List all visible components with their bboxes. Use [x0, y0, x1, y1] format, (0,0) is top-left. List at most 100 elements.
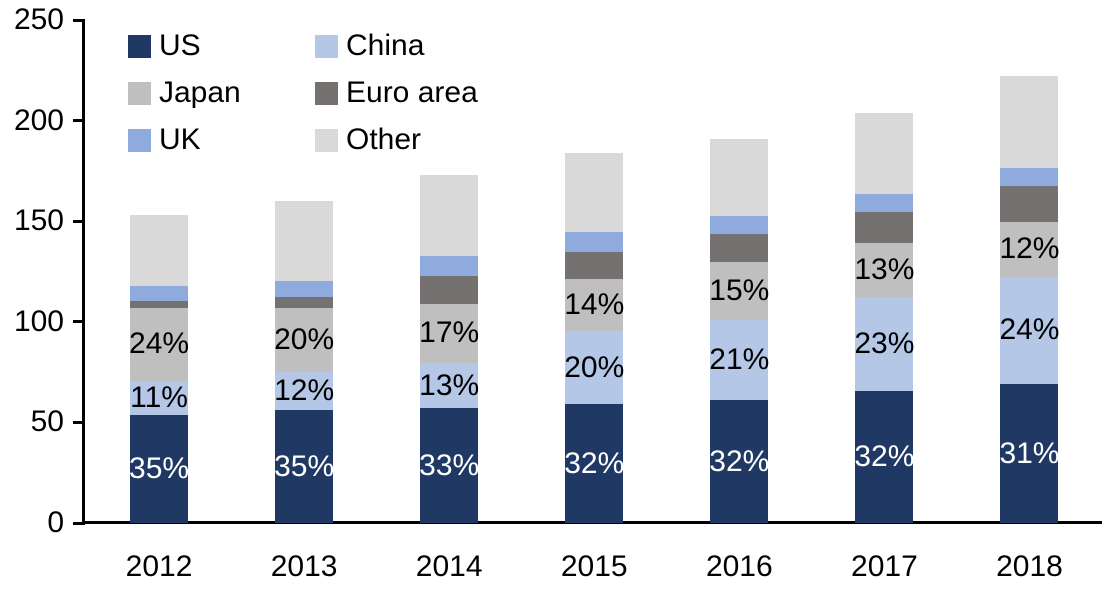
bar-segment-2013-us: 35%: [274, 410, 335, 523]
bar-segment-label: 32%: [564, 446, 625, 480]
legend-label: US: [159, 29, 201, 62]
bar-segment-2017-euro-area: [855, 212, 914, 244]
bar-segment-label: 32%: [709, 444, 770, 478]
x-axis-label-2017: 2017: [851, 550, 918, 583]
bar-segment-label: 13%: [854, 252, 915, 286]
y-tick-mark: [73, 320, 85, 324]
bar-segment-2014-us: 33%: [419, 408, 480, 523]
bar-segment-2014-japan: 17%: [419, 303, 480, 364]
y-tick-label: 0: [47, 506, 64, 539]
bar-segment-label: 21%: [709, 343, 770, 377]
bar-segment-label: 20%: [274, 322, 335, 356]
bar-segment-label: 13%: [419, 368, 480, 402]
bar-segment-2014-china: 13%: [419, 363, 480, 409]
bar-segment-2017-china: 23%: [854, 296, 915, 392]
y-tick-mark: [73, 521, 85, 525]
bar-segment-2015-other: [565, 152, 624, 233]
legend-label: Japan: [159, 76, 241, 109]
bar-segment-2015-china: 20%: [564, 330, 625, 405]
legend-swatch-icon: [315, 128, 338, 152]
y-tick-mark: [73, 219, 85, 223]
bar-segment-2013-china: 12%: [274, 372, 335, 411]
legend-item-uk: UK: [128, 125, 201, 155]
bar-segment-2016-other: [710, 138, 769, 217]
bar-segment-2015-us: 32%: [564, 404, 625, 523]
bar-segment-2013-uk: [275, 280, 334, 297]
bar-segment-2017-other: [855, 112, 914, 195]
legend-swatch-icon: [315, 34, 338, 58]
y-tick-mark: [73, 119, 85, 123]
bar-segment-2012-other: [130, 215, 189, 286]
legend-label: Other: [346, 123, 422, 156]
bar-segment-2012-euro-area: [130, 300, 189, 308]
bar-segment-2018-china: 24%: [999, 276, 1060, 385]
bar-segment-label: 32%: [854, 440, 915, 474]
x-axis-label-2018: 2018: [996, 550, 1063, 583]
bar-segment-label: 15%: [709, 274, 770, 308]
bar-segment-label: 31%: [999, 436, 1060, 470]
y-tick-mark: [73, 420, 85, 424]
legend-label: China: [346, 29, 425, 62]
legend-swatch-icon: [128, 34, 151, 58]
legend-label: UK: [159, 123, 201, 156]
legend-item-japan: Japan: [128, 78, 241, 108]
bar-segment-label: 11%: [130, 381, 188, 415]
bar-segment-label: 24%: [999, 313, 1060, 347]
legend-swatch-icon: [128, 81, 151, 105]
bar-segment-label: 12%: [274, 374, 335, 408]
y-tick-mark: [73, 18, 85, 22]
bar-segment-label: 24%: [129, 327, 190, 361]
bar-segment-2017-us: 32%: [854, 391, 915, 523]
bar-segment-label: 35%: [129, 452, 190, 486]
bar-segment-label: 35%: [274, 449, 335, 483]
y-tick-label: 50: [30, 405, 64, 439]
bar-segment-2014-uk: [420, 256, 479, 276]
bar-segment-2013-japan: 20%: [274, 307, 335, 373]
bar-segment-label: 33%: [419, 448, 480, 482]
bar-segment-2017-uk: [855, 194, 914, 213]
bar-segment-2016-euro-area: [710, 234, 769, 263]
bar-segment-label: 12%: [999, 232, 1060, 266]
bar-segment-2016-uk: [710, 216, 769, 235]
bar-segment-2018-uk: [1000, 167, 1059, 186]
x-axis-label-2016: 2016: [705, 550, 773, 583]
bar-segment-label: 23%: [854, 326, 915, 360]
x-axis-label-2015: 2015: [560, 550, 628, 583]
y-tick-label: 150: [13, 204, 64, 238]
legend-item-china: China: [315, 31, 424, 61]
legend-item-euro-area: Euro area: [315, 78, 478, 108]
legend-item-other: Other: [315, 125, 421, 155]
bar-segment-2015-euro-area: [565, 252, 624, 279]
bar-segment-2012-japan: 24%: [129, 307, 190, 382]
y-tick-label: 250: [13, 3, 64, 36]
bar-segment-2014-other: [420, 174, 479, 257]
y-tick-label: 100: [13, 304, 64, 338]
bar-segment-2016-us: 32%: [709, 400, 770, 523]
bar-segment-label: 20%: [564, 350, 625, 384]
bar-segment-2017-japan: 13%: [854, 243, 915, 297]
bar-segment-2016-china: 21%: [709, 319, 770, 401]
bar-segment-2013-other: [275, 201, 334, 281]
legend-item-us: US: [128, 31, 201, 61]
bar-segment-2018-us: 31%: [999, 384, 1060, 523]
x-axis-label-2012: 2012: [125, 550, 193, 583]
bar-segment-label: 17%: [419, 316, 480, 350]
bar-segment-2013-euro-area: [275, 296, 334, 308]
legend-label: Euro area: [346, 76, 478, 109]
bar-segment-2018-other: [1000, 76, 1059, 168]
bar-segment-2015-japan: 14%: [564, 278, 624, 331]
legend-swatch-icon: [315, 81, 338, 105]
bar-segment-2018-euro-area: [1000, 185, 1059, 223]
y-axis-line: [82, 20, 85, 524]
bar-segment-2018-japan: 12%: [999, 222, 1060, 277]
y-tick-label: 200: [13, 103, 64, 137]
x-axis-label-2013: 2013: [270, 550, 338, 583]
bar-segment-2014-euro-area: [420, 275, 479, 304]
legend-swatch-icon: [128, 128, 151, 152]
bar-segment-2012-china: 11%: [130, 381, 189, 416]
bar-segment-2016-japan: 15%: [709, 262, 770, 320]
bar-segment-2012-us: 35%: [129, 415, 190, 523]
x-axis-label-2014: 2014: [415, 550, 483, 583]
bar-segment-2012-uk: [130, 285, 189, 301]
